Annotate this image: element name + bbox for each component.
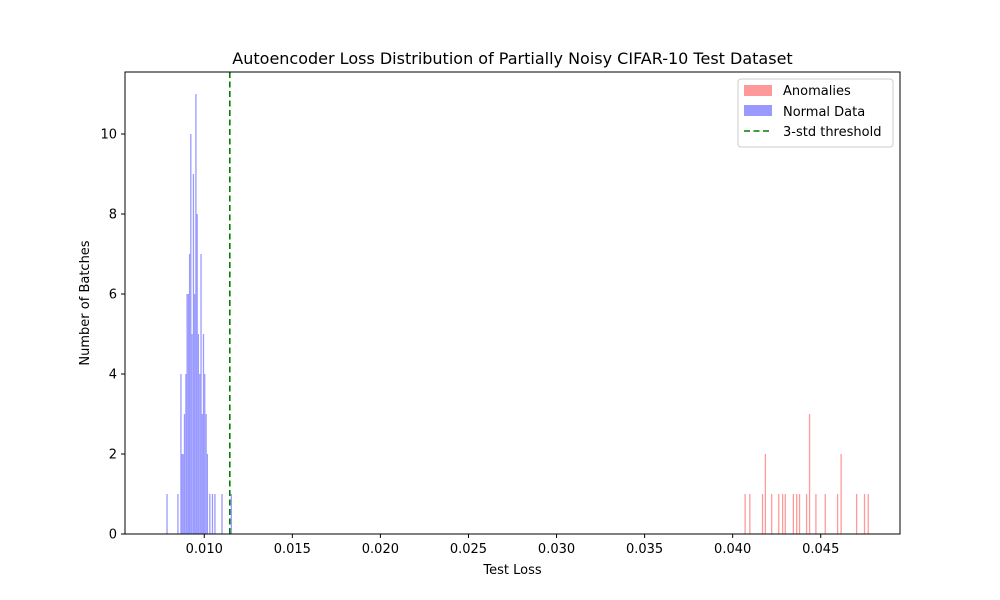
normal-data-bar-2 (180, 374, 182, 534)
normal-data-bar-15 (196, 214, 198, 534)
normal-data-bar-9 (188, 254, 191, 534)
normal-data-bar-4 (182, 454, 184, 534)
normal-data-bars (166, 94, 232, 534)
normal-data-bar-7 (186, 294, 188, 534)
y-tick-label: 4 (109, 368, 117, 383)
x-tick-label: 0.010 (186, 542, 223, 557)
anomalies-bar-16 (840, 454, 842, 534)
normal-data-bar-10 (190, 134, 192, 534)
normal-data-bar-18 (200, 254, 202, 534)
legend-swatch-normal-data (744, 105, 772, 116)
legend-label-anomalies: Anomalies (783, 84, 851, 99)
normal-data-bar-20 (202, 334, 205, 534)
x-axis: 0.010 0.015 0.020 0.025 0.030 0.035 0.040 0.045 (186, 534, 839, 557)
anomalies-bar-2 (761, 494, 764, 534)
anomalies-bar-19 (867, 494, 869, 534)
normal-data-bar-0 (166, 494, 168, 534)
y-axis-label: Number of Batches (78, 240, 93, 365)
y-tick-label: 10 (100, 128, 117, 143)
normal-data-bar-12 (192, 174, 195, 534)
x-tick-label: 0.030 (538, 542, 575, 557)
anomalies-bar-0 (744, 494, 746, 534)
anomalies-bar-7 (784, 494, 786, 534)
y-tick-label: 0 (109, 528, 117, 543)
anomalies-bar-11 (805, 494, 808, 534)
normal-data-bar-17 (199, 374, 201, 534)
normal-data-bar-3 (181, 454, 183, 534)
normal-data-bar-16 (197, 334, 200, 534)
anomalies-bar-10 (798, 494, 801, 534)
anomalies-bars (744, 414, 869, 534)
chart-title: Autoencoder Loss Distribution of Partial… (232, 49, 792, 68)
x-axis-label: Test Loss (482, 563, 541, 578)
normal-data-bar-27 (221, 494, 223, 534)
anomalies-bar-6 (781, 494, 784, 534)
x-tick-label: 0.040 (714, 542, 751, 557)
anomalies-bar-14 (824, 494, 826, 534)
legend-swatch-anomalies (744, 85, 772, 96)
anomalies-bar-4 (771, 494, 773, 534)
anomalies-bar-8 (792, 494, 795, 534)
anomalies-bar-17 (855, 494, 858, 534)
normal-data-bar-28 (230, 494, 232, 534)
anomalies-bar-13 (815, 494, 817, 534)
normal-data-bar-1 (177, 494, 179, 534)
normal-data-bar-8 (187, 294, 189, 534)
normal-data-bar-21 (204, 374, 206, 534)
normal-data-bar-13 (194, 294, 196, 534)
normal-data-bar-23 (206, 454, 209, 534)
anomalies-bar-15 (836, 494, 839, 534)
anomalies-bar-3 (764, 454, 767, 534)
y-axis: 0 2 4 6 8 10 (100, 128, 125, 543)
x-tick-label: 0.020 (362, 542, 399, 557)
legend-box (737, 78, 894, 148)
normal-data-bar-5 (183, 414, 186, 534)
x-tick-label: 0.015 (274, 542, 311, 557)
legend-label-normal-data: Normal Data (783, 105, 865, 120)
normal-data-bar-11 (191, 334, 193, 534)
legend-label-threshold: 3-std threshold (783, 125, 881, 140)
anomalies-bar-5 (778, 494, 780, 534)
anomalies-bar-1 (749, 494, 751, 534)
normal-data-bar-26 (214, 494, 216, 534)
plot-frame (124, 71, 901, 535)
y-tick-label: 6 (109, 288, 117, 303)
x-tick-label: 0.035 (626, 542, 663, 557)
x-tick-label: 0.045 (802, 542, 839, 557)
y-tick-label: 8 (109, 208, 117, 223)
anomalies-bar-9 (796, 494, 798, 534)
normal-data-bar-22 (205, 414, 207, 534)
y-tick-label: 2 (109, 448, 117, 463)
anomalies-bar-12 (808, 414, 811, 534)
normal-data-bar-6 (185, 374, 187, 534)
legend: Anomalies Normal Data 3-std threshold (737, 78, 894, 148)
normal-data-bar-25 (211, 494, 214, 534)
normal-data-bar-24 (209, 494, 211, 534)
normal-data-bar-14 (195, 94, 197, 534)
anomalies-bar-18 (863, 494, 866, 534)
x-tick-label: 0.025 (450, 542, 487, 557)
normal-data-bar-19 (201, 414, 203, 534)
